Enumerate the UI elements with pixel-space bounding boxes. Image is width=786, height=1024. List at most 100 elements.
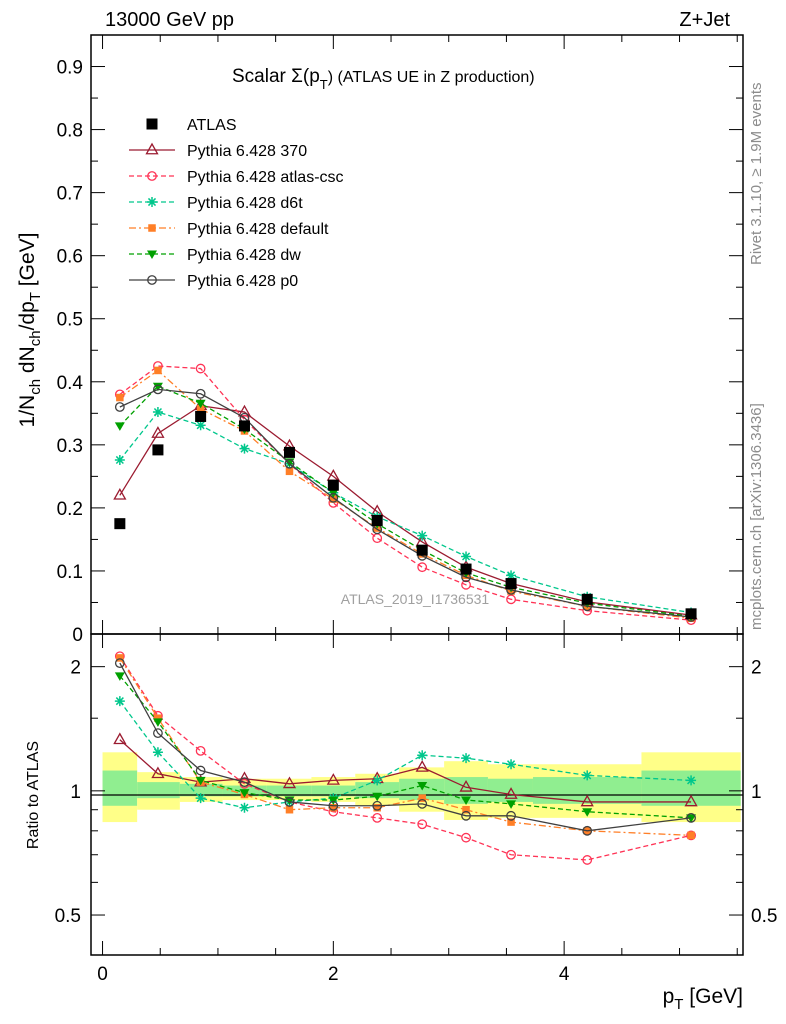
ratio-point — [372, 792, 383, 802]
ratio-point — [153, 728, 163, 739]
ratio-point — [417, 782, 428, 791]
series-line-pythia-6-428-d6t — [119, 411, 692, 614]
ratio-series — [113, 651, 698, 865]
data-point — [116, 393, 124, 402]
ratio-point — [461, 810, 471, 821]
ratio-point — [195, 765, 206, 776]
band-inner — [179, 783, 223, 797]
data-point — [417, 530, 428, 541]
ratio-point — [686, 812, 696, 823]
band-inner — [532, 777, 642, 804]
ratio-point — [116, 654, 124, 662]
ratio-point — [686, 830, 696, 841]
ratio-point — [195, 793, 206, 804]
series-line-pythia-6-428-atlas-csc — [119, 365, 692, 621]
main-y-tick-label: 0.4 — [57, 373, 84, 394]
ratio-y-tick-label: 2 — [70, 658, 81, 679]
data-point — [461, 579, 471, 590]
legend-label: Pythia 6.428 p0 — [187, 273, 298, 290]
data-point — [195, 363, 206, 374]
band-inner — [137, 782, 180, 799]
ratio-point — [415, 760, 429, 772]
data-point — [151, 426, 165, 438]
main-y-tick-label: 0.1 — [57, 562, 83, 583]
ratio-point — [152, 747, 163, 758]
data-point — [371, 515, 383, 527]
main-y-tick-label: 0.8 — [57, 121, 83, 142]
main-y-ticks: 0 0.1 0.2 0.3 0.4 0.5 0.6 0.7 0.8 0.9 — [57, 34, 743, 646]
legend-marker — [145, 142, 159, 155]
ratio-panel: Ratio to ATLAS pT [GeV] 0.5 0.5 1 1 2 2 0 2 4 — [25, 633, 777, 1013]
ratio-point — [418, 794, 426, 802]
legend-item-pythia-6-428-default: Pythia 6.428 default — [129, 221, 329, 238]
ratio-point — [417, 750, 428, 761]
legend-item-pythia-6-428-atlas-csc: Pythia 6.428 atlas-csc — [129, 169, 344, 186]
data-point — [152, 407, 163, 418]
ratio-point — [461, 753, 472, 764]
ratio-line-pythia-6-428-dw — [119, 675, 692, 819]
data-point — [327, 479, 339, 491]
series-line-pythia-6-428-p0 — [119, 388, 692, 618]
band-inner — [266, 785, 312, 797]
ratio-point — [239, 802, 250, 813]
main-y-tick-label: 0.9 — [57, 58, 83, 79]
ratio-point — [326, 773, 340, 785]
chart-title-main: Scalar Σ(p — [232, 66, 320, 87]
ratio-series-pythia-6-428-dw — [114, 672, 697, 823]
main-y-tick-label: 0.6 — [57, 247, 83, 268]
energy-label: 13000 GeV pp — [105, 9, 234, 31]
data-point — [284, 458, 295, 469]
ratio-point — [372, 775, 383, 786]
data-point — [238, 420, 250, 432]
data-point — [195, 420, 206, 431]
ratio-point — [372, 800, 383, 811]
legend-marker — [148, 224, 156, 232]
data-point — [195, 388, 206, 399]
series-line-pythia-6-428-370 — [119, 405, 692, 616]
ratio-point — [506, 800, 517, 809]
ratio-series-pythia-6-428-atlas-csc — [114, 651, 696, 865]
ratio-point — [686, 775, 697, 786]
ratio-point — [328, 800, 339, 811]
data-point — [239, 443, 250, 454]
legend-label: Pythia 6.428 default — [187, 221, 329, 238]
legend-item-pythia-6-428-370: Pythia 6.428 370 — [129, 142, 307, 160]
ratio-x-tick-label: 2 — [328, 964, 339, 985]
ratio-point — [154, 714, 162, 722]
data-point — [114, 454, 125, 465]
chart-title-rest: ) (ATLAS UE in Z production) — [328, 69, 535, 86]
ratio-point — [152, 718, 163, 727]
ratio-point — [582, 808, 593, 817]
side-labels: Rivet 3.1.10, ≥ 1.9M events mcplots.cern… — [748, 83, 765, 631]
data-point — [195, 410, 207, 422]
ratio-point — [461, 796, 472, 806]
ratio-x-tick-label: 0 — [97, 964, 108, 985]
ratio-x-ticks: 0 2 4 — [97, 634, 738, 985]
ratio-point — [195, 776, 206, 786]
data-point — [329, 495, 338, 503]
main-y-axis-label: 1/Nch dNch/dpT [GeV] — [16, 233, 44, 428]
data-point — [505, 578, 517, 590]
data-point — [461, 551, 472, 562]
data-point — [285, 467, 294, 476]
main-y-tick-label: 0.2 — [57, 499, 83, 520]
legend-item-atlas: ATLAS — [146, 117, 237, 134]
data-point — [114, 422, 125, 431]
data-point — [283, 446, 295, 458]
legend-label: Pythia 6.428 atlas-csc — [187, 169, 344, 186]
ratio-point — [328, 796, 339, 806]
ratio-point — [114, 658, 125, 669]
chart-title-sub: T — [320, 77, 328, 92]
data-point — [328, 492, 339, 503]
legend-marker — [147, 275, 157, 285]
ratio-point — [582, 855, 593, 865]
data-point — [195, 399, 206, 409]
ratio-point — [417, 819, 428, 830]
ratio-point — [151, 766, 165, 779]
main-y-tick-label: 0 — [72, 625, 83, 646]
ratio-point — [113, 732, 127, 745]
ratio-point — [329, 803, 338, 812]
x-axis-label: pT [GeV] — [663, 985, 743, 1013]
ratio-line-pythia-6-428-370 — [119, 739, 692, 803]
